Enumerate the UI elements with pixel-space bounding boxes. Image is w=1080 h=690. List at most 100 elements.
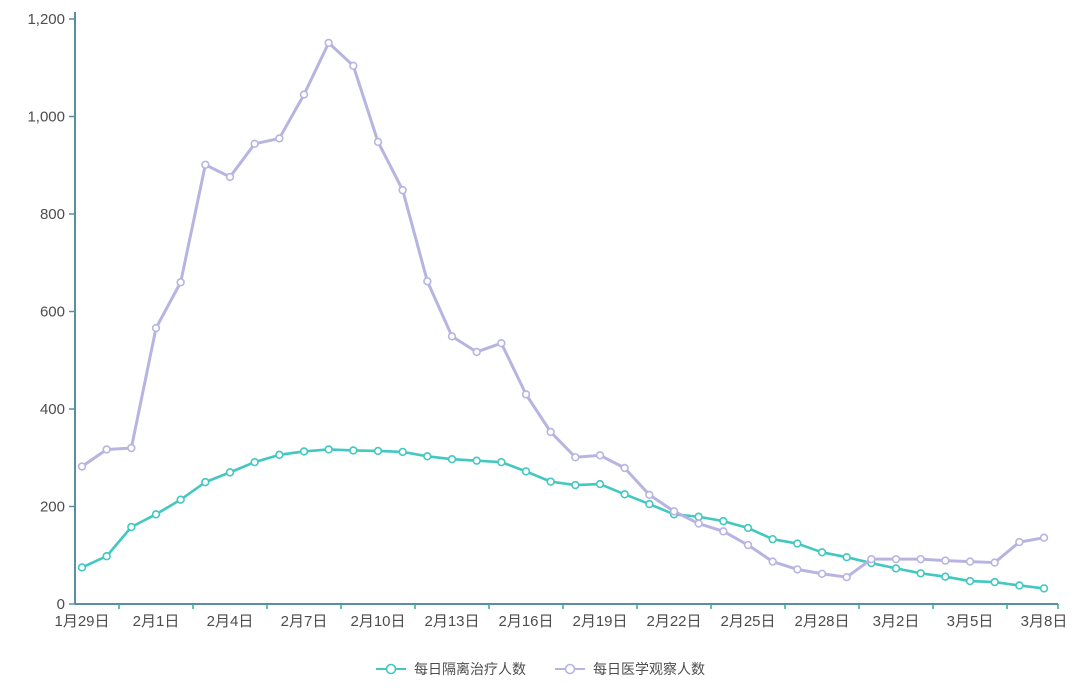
x-axis-label: 2月22日 [646,613,701,630]
data-point-marker[interactable] [102,445,111,454]
data-point-marker[interactable] [916,569,925,578]
data-point-marker[interactable] [497,457,506,467]
legend-item-label: 每日医学观察人数 [593,661,705,677]
x-axis-label: 2月25日 [720,613,775,630]
data-point-marker[interactable] [817,569,827,578]
data-point-marker[interactable] [275,134,284,143]
data-point-marker[interactable] [867,554,876,564]
data-point-marker[interactable] [546,477,555,486]
data-point-marker[interactable] [645,490,654,499]
data-point-marker[interactable] [521,390,531,399]
series-medical-observation [77,38,1049,582]
data-point-marker[interactable] [842,552,851,562]
data-point-marker[interactable] [250,457,259,467]
line-circle-marker-icon [376,663,406,675]
data-point-marker[interactable] [423,277,432,286]
data-point-marker[interactable] [817,548,827,557]
x-axis-label: 2月16日 [498,613,553,630]
chart-canvas: 0 200 400 600 800 1,000 1,200 1月29日 2月1日 2月4日 2月7日… [27,11,1067,630]
data-point-marker[interactable] [891,564,901,573]
data-point-marker[interactable] [571,453,580,462]
data-point-marker[interactable] [472,456,481,465]
data-point-marker[interactable] [546,427,555,437]
data-point-marker[interactable] [694,512,703,521]
data-point-marker[interactable] [990,577,999,587]
data-point-marker[interactable] [275,450,284,460]
data-point-marker[interactable] [891,554,901,564]
data-point-marker[interactable] [965,576,975,586]
data-point-marker[interactable] [595,479,605,489]
data-point-marker[interactable] [447,455,457,464]
data-point-marker[interactable] [620,463,629,473]
series-line [80,41,1046,579]
data-point-marker[interactable] [1015,537,1024,547]
data-point-marker[interactable] [793,539,802,548]
data-point-marker[interactable] [349,61,358,71]
data-point-marker[interactable] [447,332,457,341]
data-point-marker[interactable] [225,468,235,477]
data-point-marker[interactable] [398,447,407,457]
data-point-marker[interactable] [373,446,383,456]
data-point-marker[interactable] [990,558,999,567]
legend: 每日隔离治疗人数 每日医学观察人数 [0,648,1080,690]
data-point-marker[interactable] [793,565,802,574]
data-point-marker[interactable] [941,556,950,565]
x-axis-label: 2月10日 [350,613,405,630]
data-point-marker[interactable] [299,90,309,99]
data-point-marker[interactable] [595,451,605,460]
data-point-marker[interactable] [719,516,728,526]
data-point-marker[interactable] [324,38,333,48]
data-point-marker[interactable] [225,172,235,182]
x-axis-label: 3月2日 [873,613,920,630]
data-point-marker[interactable] [299,447,309,456]
data-point-marker[interactable] [768,557,777,566]
data-point-marker[interactable] [102,552,111,561]
data-point-marker[interactable] [373,137,383,147]
data-point-marker[interactable] [77,563,87,572]
data-point-marker[interactable] [916,554,925,564]
data-point-marker[interactable] [620,490,629,499]
legend-item-isolation-treatment[interactable]: 每日隔离治疗人数 [375,659,526,679]
data-point-marker[interactable] [1039,533,1049,542]
x-axis-label: 3月8日 [1021,613,1068,630]
data-point-marker[interactable] [521,467,531,476]
data-point-marker[interactable] [719,527,728,536]
data-point-marker[interactable] [1015,581,1024,590]
data-point-marker[interactable] [694,519,703,528]
data-point-marker[interactable] [645,499,654,509]
legend-item-medical-observation[interactable]: 每日医学观察人数 [554,659,705,679]
data-point-marker[interactable] [151,323,161,333]
data-point-marker[interactable] [768,534,777,544]
data-point-marker[interactable] [176,495,185,504]
data-point-marker[interactable] [127,522,136,532]
data-point-marker[interactable] [77,462,87,471]
data-point-marker[interactable] [743,540,753,550]
x-axis-label: 2月7日 [281,613,328,630]
data-point-marker[interactable] [571,480,580,490]
legend-item-label: 每日隔离治疗人数 [414,661,526,677]
x-axis-label: 1月29日 [54,613,109,630]
data-point-marker[interactable] [201,160,210,169]
data-point-marker[interactable] [743,523,753,533]
data-point-marker[interactable] [669,507,679,516]
y-axis-label: 800 [40,206,65,223]
data-point-marker[interactable] [398,185,407,195]
x-axis-label: 3月5日 [947,613,994,630]
data-point-marker[interactable] [965,557,975,566]
data-point-marker[interactable] [497,338,506,348]
data-point-marker[interactable] [941,572,950,581]
data-point-marker[interactable] [1039,584,1049,593]
data-point-marker[interactable] [250,139,259,149]
x-axis-label: 2月1日 [133,613,180,630]
data-point-marker[interactable] [151,510,161,519]
data-point-marker[interactable] [201,477,210,487]
data-point-marker[interactable] [324,445,333,454]
y-axis-label: 600 [40,304,65,321]
data-point-marker[interactable] [842,572,851,582]
data-point-marker[interactable] [472,347,481,357]
data-point-marker[interactable] [423,452,432,461]
data-point-marker[interactable] [127,443,136,453]
data-point-marker[interactable] [176,278,185,287]
axes: 0 200 400 600 800 1,000 1,200 1月29日 2月1日 2月4日 2月7日… [27,11,1067,630]
data-point-marker[interactable] [349,446,358,455]
